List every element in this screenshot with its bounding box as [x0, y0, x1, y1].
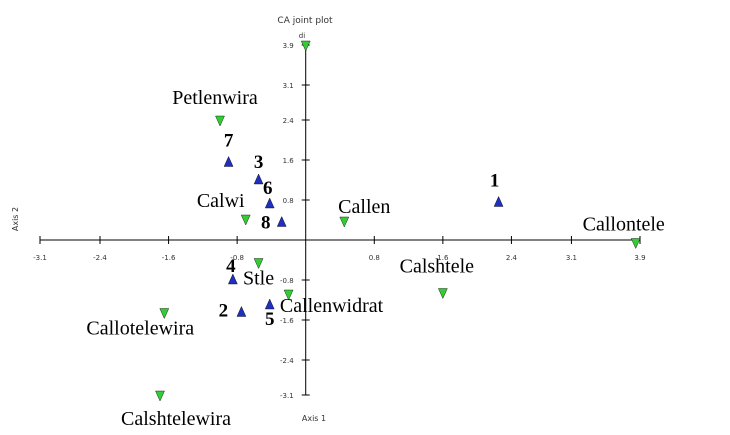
column-point-label: Calshtele	[400, 256, 475, 278]
row-point-label: 4	[226, 256, 236, 277]
column-point-label: Petlenwira	[172, 87, 258, 109]
row-point-marker	[253, 173, 264, 185]
row-point-label: 8	[261, 213, 271, 234]
row-point-label: 2	[219, 301, 229, 322]
y-tick-label: 1.6	[283, 157, 295, 165]
y-axis-top-note: di	[299, 32, 305, 40]
row-point-label: 5	[265, 309, 275, 330]
row-point-label: 3	[254, 152, 264, 173]
column-point-marker	[300, 40, 311, 52]
x-tick-label: -3.1	[33, 254, 47, 262]
column-point-label: Callenwidrat	[280, 295, 384, 317]
x-tick-label: 0.8	[369, 254, 380, 262]
y-axis-ticks: 3.9 3.1 2.4 1.6 0.8 -0.8 -1.6 -2.4 -3.1	[280, 42, 310, 400]
y-tick-label: 2.4	[283, 117, 295, 125]
row-point-marker	[223, 156, 234, 167]
column-point-label: Stle	[243, 268, 274, 290]
data-points	[155, 40, 641, 402]
row-point-label: 1	[490, 171, 500, 192]
axes	[40, 45, 640, 395]
row-point-marker	[236, 306, 247, 317]
y-tick-label: -2.4	[280, 357, 294, 365]
column-point-marker	[253, 258, 264, 269]
row-point-marker	[228, 273, 238, 285]
x-axis-ticks: -3.1 -2.4 -1.6 -0.8 0.8 1.6 2.4 3.1 3.9	[33, 236, 646, 262]
column-point-label: Calshtelewira	[121, 408, 231, 430]
column-point-marker	[283, 289, 294, 301]
column-point-marker	[240, 214, 251, 226]
x-tick-label: -2.4	[93, 254, 107, 262]
y-tick-label: -0.8	[280, 277, 294, 285]
row-point-label: 7	[224, 131, 234, 152]
x-tick-label: -1.6	[162, 254, 176, 262]
column-point-marker	[438, 288, 448, 299]
point-labels: 1 2 3 4 5 6 7 8 Petlenwira Calwi Callen Callontele C…	[86, 87, 665, 430]
y-tick-label: 0.8	[283, 197, 294, 205]
x-tick-label: -0.8	[230, 254, 244, 262]
row-point-marker	[264, 298, 275, 310]
column-point-label: Callotelewira	[86, 318, 194, 340]
x-tick-label: 1.6	[437, 254, 449, 262]
column-point-label: Callen	[338, 196, 390, 218]
column-point-marker	[630, 238, 641, 249]
row-point-marker	[276, 216, 287, 227]
row-point-label: 6	[263, 178, 273, 199]
column-point-marker	[155, 390, 165, 402]
y-tick-label: 3.9	[283, 42, 294, 50]
x-tick-label: 3.9	[634, 254, 645, 262]
y-tick-label: 3.1	[283, 82, 294, 90]
x-tick-label: 3.1	[566, 254, 577, 262]
chart-title: CA joint plot	[277, 16, 333, 26]
column-point-marker	[215, 115, 225, 127]
y-axis-label: Axis 2	[11, 207, 20, 231]
column-point-marker	[339, 216, 350, 228]
row-point-marker	[264, 197, 275, 209]
y-tick-label: -3.1	[280, 392, 294, 400]
y-tick-label: -1.6	[280, 317, 294, 325]
x-axis-label: Axis 1	[302, 414, 326, 423]
column-point-marker	[159, 308, 170, 319]
column-point-label: Callontele	[583, 214, 665, 236]
column-point-label: Calwi	[197, 190, 245, 212]
x-tick-label: 2.4	[506, 254, 518, 262]
row-point-marker	[493, 196, 504, 207]
